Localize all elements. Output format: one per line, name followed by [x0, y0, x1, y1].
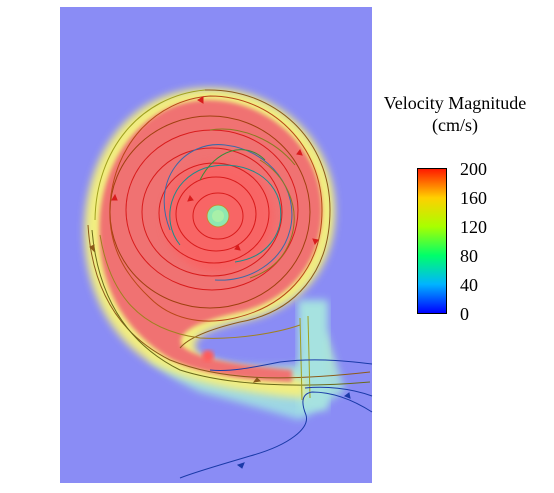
arrow-marker	[111, 193, 118, 201]
streamline-inflow-1	[209, 359, 373, 371]
streamline-outer-6	[99, 234, 301, 339]
colorbar-tick-label: 40	[460, 275, 478, 295]
streamline-inner-olive	[249, 159, 295, 279]
streamline-arrows	[89, 96, 351, 469]
colorbar	[417, 168, 447, 314]
arrow-marker	[343, 392, 351, 399]
arrow-marker	[187, 194, 194, 202]
arrow-marker	[89, 244, 95, 253]
streamline-inflow-3	[304, 386, 373, 397]
streamline-ring-3	[158, 162, 270, 264]
streamline-outer-5	[91, 229, 371, 386]
arrow-marker	[197, 96, 204, 104]
streamline-outlet-2	[307, 315, 311, 399]
streamlines	[87, 89, 373, 479]
streamline-inner-olive-2	[209, 128, 296, 166]
colorbar-title: Velocity Magnitude	[383, 93, 527, 113]
colorbar-tick-label: 80	[460, 246, 478, 266]
streamline-inflow-2	[179, 391, 373, 479]
streamline-outer-2	[179, 89, 331, 349]
streamline-inner-blue	[163, 144, 293, 281]
arrow-marker	[236, 462, 245, 469]
colorbar-units: (cm/s)	[432, 115, 478, 135]
arrow-marker	[252, 377, 262, 383]
streamline-ring-2	[175, 176, 257, 252]
colorbar-tick-label: 160	[460, 188, 487, 208]
streamline-inner-teal	[169, 164, 282, 263]
tongue-hotspot	[202, 350, 214, 362]
streamline-ring-1	[192, 192, 244, 240]
arrow-marker	[296, 148, 303, 156]
streamline-inner-green	[199, 149, 266, 181]
streamline-outer-1	[109, 95, 323, 322]
streamline-outer-4	[87, 224, 371, 379]
impeller-hub-inner	[212, 210, 224, 222]
streamline-outlet-1	[299, 317, 303, 401]
colorbar-tick-label: 0	[460, 304, 469, 324]
arrow-marker	[234, 243, 241, 251]
colorbar-tick-label: 120	[460, 217, 487, 237]
streamline-outer-3	[94, 89, 206, 221]
colorbar-tick-label: 200	[460, 159, 487, 179]
streamline-ring-4	[141, 147, 283, 277]
arrow-marker	[312, 238, 319, 246]
